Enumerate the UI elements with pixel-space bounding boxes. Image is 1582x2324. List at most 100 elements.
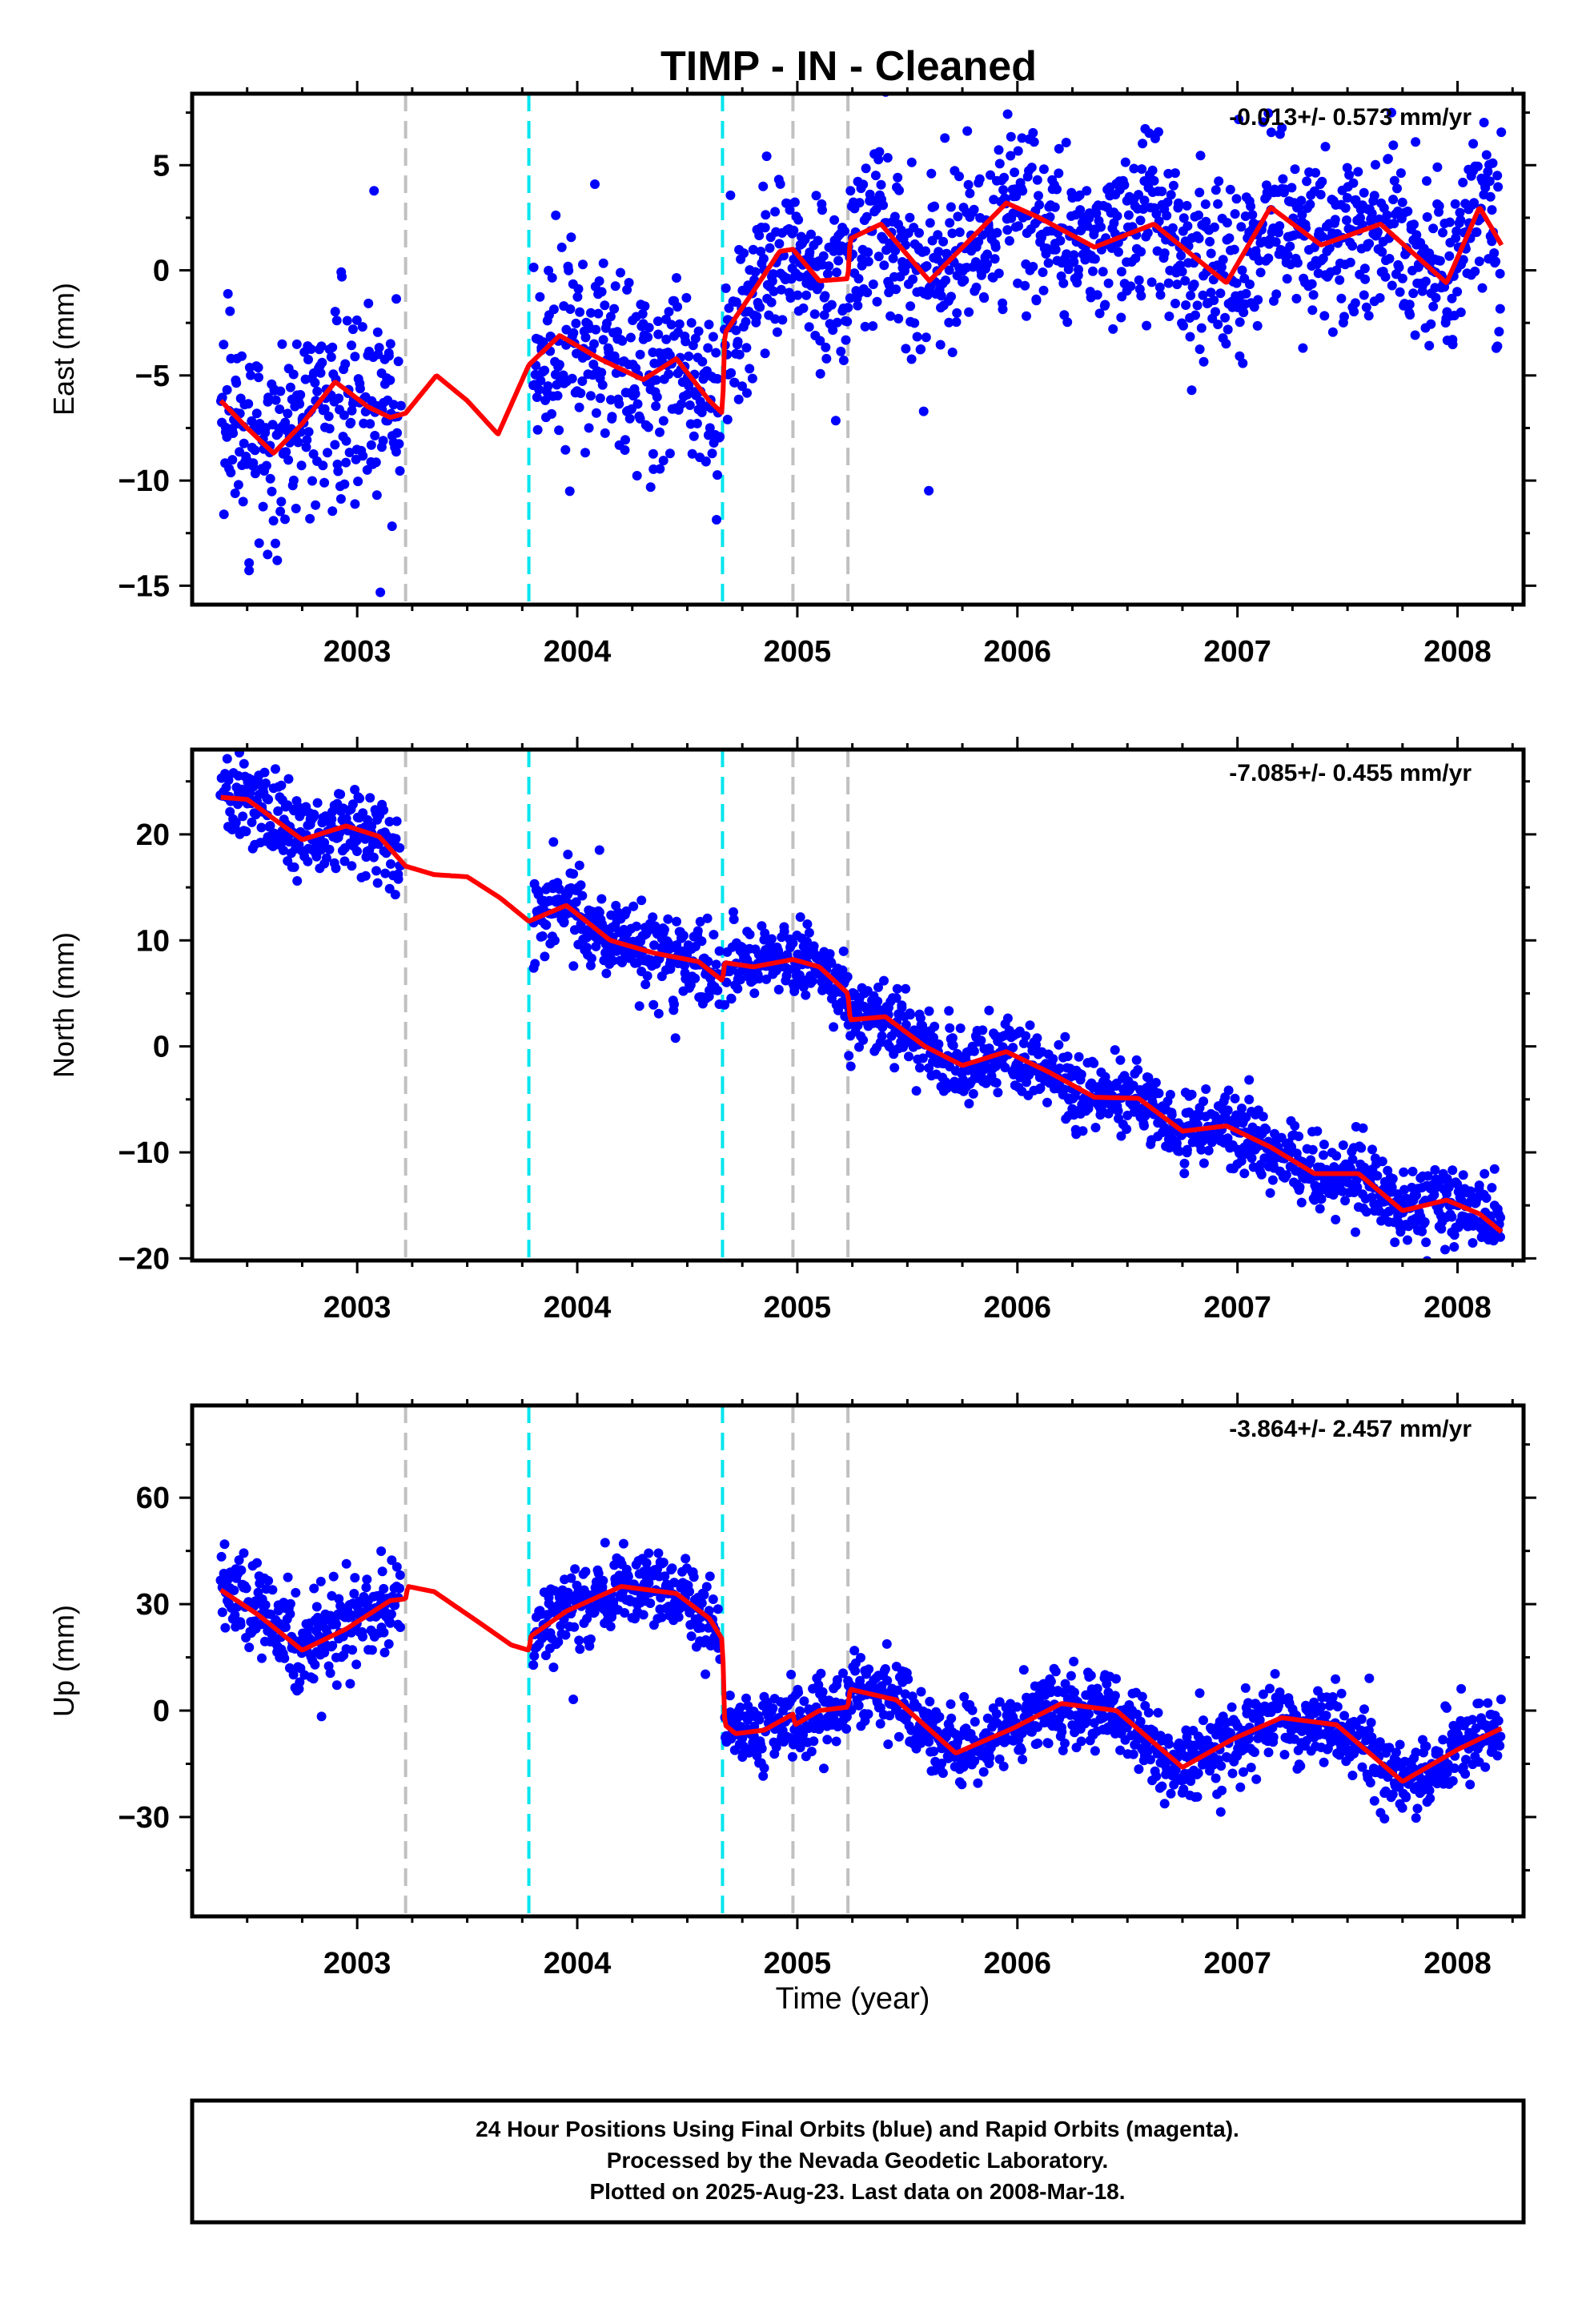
data-point xyxy=(385,1618,396,1628)
data-point xyxy=(685,1586,695,1597)
data-point xyxy=(948,1040,958,1051)
data-point xyxy=(620,435,630,445)
data-point xyxy=(870,171,881,181)
data-point xyxy=(244,1642,255,1653)
data-point xyxy=(1491,256,1501,267)
data-point xyxy=(824,261,834,271)
data-point xyxy=(1282,274,1292,284)
data-point xyxy=(239,758,249,769)
data-point xyxy=(816,1668,826,1679)
x-tick-label: 2008 xyxy=(1423,635,1492,669)
data-point xyxy=(774,239,785,249)
data-point xyxy=(990,242,1001,252)
data-point xyxy=(311,500,321,510)
data-point xyxy=(1317,176,1327,187)
data-point xyxy=(378,436,388,446)
data-point xyxy=(894,185,904,195)
data-point xyxy=(749,988,760,999)
data-point xyxy=(1290,164,1300,175)
data-point xyxy=(878,200,889,211)
data-point xyxy=(714,946,725,956)
data-point xyxy=(697,1598,707,1608)
data-point xyxy=(395,466,405,476)
data-point xyxy=(959,1691,970,1702)
data-point xyxy=(1246,201,1256,211)
data-point xyxy=(1254,255,1264,266)
data-point xyxy=(1258,117,1268,127)
data-point xyxy=(263,794,274,805)
data-point xyxy=(982,249,993,259)
data-point xyxy=(841,1723,852,1734)
data-point xyxy=(821,342,831,352)
data-point xyxy=(540,1651,551,1661)
data-point xyxy=(817,1687,828,1697)
data-point xyxy=(1170,1765,1181,1775)
y-tick-label: 5 xyxy=(153,149,170,183)
data-point xyxy=(1258,1689,1268,1699)
data-point xyxy=(1480,1168,1490,1179)
data-point xyxy=(570,1564,580,1574)
data-point xyxy=(819,1763,829,1774)
data-point xyxy=(1162,197,1173,207)
data-point xyxy=(1086,1671,1096,1681)
data-point xyxy=(1025,1020,1035,1031)
data-point xyxy=(1262,180,1271,191)
data-point xyxy=(787,1751,797,1762)
data-point xyxy=(1424,340,1435,351)
data-point xyxy=(1098,267,1108,277)
data-point xyxy=(554,360,564,370)
data-point xyxy=(703,430,713,440)
data-point xyxy=(789,197,800,207)
data-point xyxy=(761,974,772,984)
data-point xyxy=(1263,253,1274,263)
data-point xyxy=(593,308,604,319)
data-point xyxy=(379,805,389,815)
data-point xyxy=(682,389,693,400)
data-point xyxy=(331,1680,342,1691)
data-point xyxy=(391,294,401,304)
data-point xyxy=(1230,1093,1240,1104)
data-point xyxy=(811,191,821,201)
data-point xyxy=(340,359,351,369)
data-point xyxy=(642,971,652,981)
data-point xyxy=(1294,1132,1304,1141)
data-point xyxy=(813,235,823,246)
data-point xyxy=(366,440,376,450)
plot-area xyxy=(216,94,1507,605)
data-point xyxy=(1034,199,1045,210)
data-point xyxy=(1358,1123,1368,1133)
data-point xyxy=(347,861,357,871)
data-point xyxy=(367,821,377,831)
data-point xyxy=(1159,248,1170,259)
data-point xyxy=(882,1675,893,1686)
data-point xyxy=(1076,1069,1086,1080)
data-point xyxy=(315,1576,326,1586)
data-point xyxy=(1179,1168,1190,1179)
data-point xyxy=(316,341,327,352)
data-point xyxy=(1066,1671,1076,1681)
data-point xyxy=(1146,277,1157,287)
data-point xyxy=(1195,151,1206,161)
data-point xyxy=(222,384,232,395)
data-point xyxy=(1135,1717,1146,1727)
data-point xyxy=(1136,291,1146,301)
data-point xyxy=(1214,176,1224,187)
data-point xyxy=(967,1705,978,1715)
data-point xyxy=(331,1619,341,1630)
data-point xyxy=(358,1631,367,1642)
data-point xyxy=(1395,168,1406,179)
data-point xyxy=(1004,235,1014,246)
data-point xyxy=(303,856,313,866)
data-point xyxy=(1164,312,1174,321)
data-point xyxy=(342,316,352,326)
data-point xyxy=(1200,199,1211,209)
data-point xyxy=(735,1703,745,1712)
data-point xyxy=(994,1697,1005,1707)
data-point xyxy=(1055,235,1066,246)
data-point xyxy=(1295,1182,1305,1192)
data-point xyxy=(1164,1739,1174,1749)
data-point xyxy=(1058,278,1069,288)
data-point xyxy=(554,884,564,895)
data-point xyxy=(651,401,661,412)
